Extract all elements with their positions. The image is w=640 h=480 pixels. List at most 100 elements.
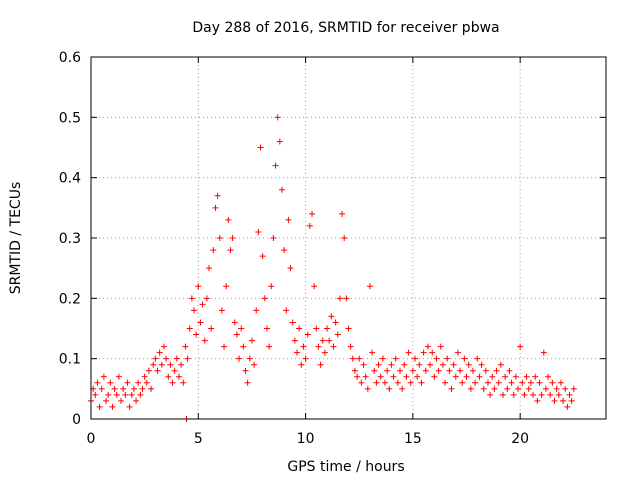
data-point xyxy=(336,295,343,302)
data-point xyxy=(242,367,249,374)
data-point xyxy=(137,391,144,398)
data-point xyxy=(124,379,131,386)
data-point xyxy=(278,186,285,193)
data-point xyxy=(527,379,534,386)
data-point xyxy=(397,367,403,374)
data-point xyxy=(418,379,425,386)
data-point xyxy=(169,379,176,386)
data-point xyxy=(160,343,167,350)
data-point xyxy=(141,373,148,380)
data-point xyxy=(158,361,165,368)
data-point xyxy=(399,385,406,392)
data-point xyxy=(364,385,371,392)
data-point xyxy=(145,367,152,374)
data-point xyxy=(534,397,541,404)
data-point xyxy=(409,367,416,374)
data-point xyxy=(512,373,519,380)
data-point xyxy=(96,403,103,410)
data-point xyxy=(133,397,140,404)
data-point xyxy=(446,367,453,374)
data-point xyxy=(366,283,373,290)
data-point xyxy=(306,222,313,229)
data-point xyxy=(128,391,135,398)
data-point xyxy=(287,265,294,272)
data-point xyxy=(495,379,502,386)
data-point xyxy=(431,373,438,380)
data-point xyxy=(120,385,127,392)
data-point xyxy=(289,319,296,326)
data-point xyxy=(487,391,494,398)
data-point xyxy=(437,343,444,350)
data-point xyxy=(362,373,369,380)
data-point xyxy=(476,373,483,380)
data-point xyxy=(420,349,427,356)
x-axis-label: GPS time / hours xyxy=(287,459,404,475)
data-point xyxy=(178,361,185,368)
data-point xyxy=(553,385,560,392)
data-point xyxy=(326,337,333,344)
data-point xyxy=(547,391,554,398)
data-point xyxy=(225,216,232,223)
data-point xyxy=(191,307,197,314)
data-point xyxy=(259,253,266,260)
data-point xyxy=(506,367,513,374)
data-point xyxy=(377,373,384,380)
data-point xyxy=(139,385,146,392)
data-point xyxy=(478,361,485,368)
data-point xyxy=(448,385,455,392)
data-point xyxy=(167,361,174,368)
data-point xyxy=(212,204,219,211)
data-point xyxy=(163,355,170,362)
data-point xyxy=(354,373,361,380)
data-point xyxy=(493,367,500,374)
data-point xyxy=(328,313,335,320)
data-point xyxy=(392,355,399,362)
data-point xyxy=(319,337,326,344)
data-point xyxy=(281,247,288,254)
data-point xyxy=(517,343,524,350)
data-point xyxy=(504,385,511,392)
data-point xyxy=(236,355,243,362)
data-point xyxy=(201,337,208,344)
data-point xyxy=(538,391,545,398)
data-point xyxy=(388,361,395,368)
data-point xyxy=(442,379,449,386)
data-point xyxy=(555,391,562,398)
data-point xyxy=(152,355,159,362)
data-point xyxy=(343,295,350,302)
data-point xyxy=(100,373,107,380)
data-point xyxy=(302,355,309,362)
data-point xyxy=(530,391,537,398)
data-point xyxy=(412,355,419,362)
data-point xyxy=(371,367,378,374)
data-point xyxy=(452,373,459,380)
data-point xyxy=(414,373,421,380)
data-point xyxy=(474,355,481,362)
data-point xyxy=(416,361,423,368)
data-point xyxy=(450,361,457,368)
data-point xyxy=(491,385,498,392)
data-point xyxy=(510,391,517,398)
data-point xyxy=(268,283,275,290)
data-point xyxy=(98,385,105,392)
data-point xyxy=(429,349,436,356)
data-point xyxy=(285,216,292,223)
data-point xyxy=(233,331,240,338)
data-point xyxy=(502,373,509,380)
data-point xyxy=(384,367,391,374)
data-point xyxy=(521,391,528,398)
data-point xyxy=(188,295,195,302)
data-point xyxy=(231,319,238,326)
data-point xyxy=(218,307,225,314)
data-point xyxy=(532,373,539,380)
y-tick-label: 0 xyxy=(72,412,81,428)
y-tick-label: 0.4 xyxy=(59,171,81,187)
data-point xyxy=(394,379,401,386)
data-point xyxy=(253,307,260,314)
data-point xyxy=(317,361,324,368)
grid-layer xyxy=(91,57,606,419)
data-point xyxy=(463,373,470,380)
data-point xyxy=(427,361,434,368)
data-point xyxy=(298,361,305,368)
data-point xyxy=(126,403,133,410)
